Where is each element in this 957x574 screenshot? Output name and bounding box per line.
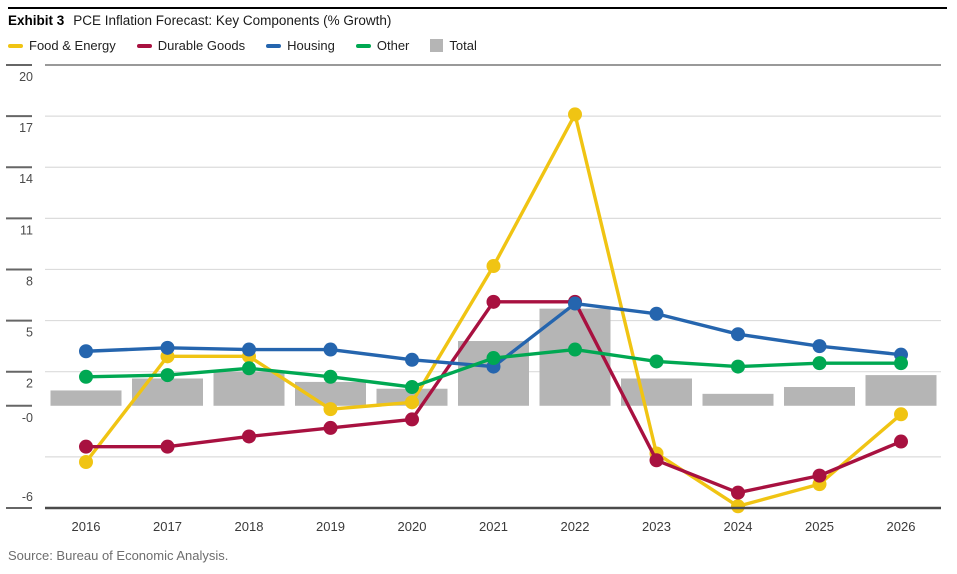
legend-label: Other xyxy=(376,38,410,53)
total-bar-2022 xyxy=(539,308,611,406)
chart-legend: Food & Energy Durable Goods Housing Other To… xyxy=(8,38,477,53)
data-point-housing-2019 xyxy=(323,342,338,357)
data-point-food-energy-2021 xyxy=(486,259,501,274)
top-rule xyxy=(8,7,947,9)
legend-item-total: Total xyxy=(430,38,477,53)
data-point-durable-goods-2019 xyxy=(323,420,338,435)
data-point-other-2019 xyxy=(323,369,338,384)
data-point-housing-2016 xyxy=(79,344,93,359)
x-axis-label-2022: 2022 xyxy=(561,519,590,534)
y-axis-label: 5 xyxy=(26,326,33,340)
data-point-other-2024 xyxy=(731,359,745,374)
data-point-housing-2017 xyxy=(160,340,175,355)
x-axis-label-2016: 2016 xyxy=(72,519,101,534)
y-axis-label: 8 xyxy=(26,274,33,288)
total-bar-2019 xyxy=(295,381,366,406)
data-point-food-energy-2016 xyxy=(79,454,93,469)
total-bar-2017 xyxy=(132,378,203,406)
data-point-food-energy-2019 xyxy=(323,402,338,417)
data-point-housing-2023 xyxy=(649,306,664,321)
data-point-durable-goods-2026 xyxy=(894,434,908,449)
data-point-food-energy-2024 xyxy=(731,499,745,514)
data-point-durable-goods-2024 xyxy=(731,485,745,500)
y-axis-label: 2 xyxy=(26,377,33,391)
data-point-other-2016 xyxy=(79,369,93,384)
data-point-other-2017 xyxy=(160,368,175,383)
data-point-other-2020 xyxy=(405,380,419,395)
legend-item-food-energy: Food & Energy xyxy=(8,38,116,53)
y-axis-label: 17 xyxy=(19,121,33,135)
x-axis-label-2017: 2017 xyxy=(153,519,182,534)
y-axis-label: 20 xyxy=(19,70,33,84)
exhibit-label: Exhibit 3 xyxy=(8,13,65,28)
data-point-food-energy-2020 xyxy=(405,395,419,410)
series-line-food-energy xyxy=(84,112,903,508)
x-axis-label-2025: 2025 xyxy=(805,519,834,534)
total-bar-2016 xyxy=(50,390,122,406)
data-point-housing-2024 xyxy=(731,327,745,342)
legend-label: Total xyxy=(449,38,477,53)
chart-header: Exhibit 3 PCE Inflation Forecast: Key Com… xyxy=(8,13,391,28)
total-bar-2018 xyxy=(213,371,285,406)
data-point-housing-2025 xyxy=(812,339,827,354)
legend-item-other: Other xyxy=(355,38,410,53)
data-point-food-energy-2022 xyxy=(568,107,582,122)
data-point-durable-goods-2020 xyxy=(405,412,419,427)
y-axis-label: -6 xyxy=(22,490,33,504)
data-point-other-2026 xyxy=(894,356,908,371)
y-axis-label: 11 xyxy=(20,223,33,237)
legend-line-swatch xyxy=(8,43,23,48)
legend-line-swatch xyxy=(136,43,152,48)
data-point-housing-2020 xyxy=(405,352,419,367)
legend-square-swatch xyxy=(430,39,444,52)
legend-item-housing: Housing xyxy=(266,38,335,53)
data-point-durable-goods-2021 xyxy=(486,294,501,309)
total-bar-2024 xyxy=(702,393,774,406)
data-point-housing-2018 xyxy=(242,342,256,357)
data-point-other-2021 xyxy=(486,351,501,366)
legend-line-swatch xyxy=(355,43,371,48)
legend-item-durable-goods: Durable Goods xyxy=(136,38,246,53)
data-point-food-energy-2026 xyxy=(894,407,908,422)
x-axis-label-2021: 2021 xyxy=(479,519,508,534)
y-axis-label: -0 xyxy=(22,411,33,425)
data-point-other-2025 xyxy=(812,356,827,371)
x-axis-label-2026: 2026 xyxy=(887,519,916,534)
data-point-other-2018 xyxy=(242,361,256,376)
legend-line-swatch xyxy=(266,43,282,48)
x-axis-label-2019: 2019 xyxy=(316,519,345,534)
x-axis-label-2023: 2023 xyxy=(642,519,671,534)
data-point-durable-goods-2016 xyxy=(79,439,93,454)
data-point-durable-goods-2018 xyxy=(242,429,256,444)
data-point-durable-goods-2023 xyxy=(649,453,664,468)
data-point-durable-goods-2025 xyxy=(812,468,827,483)
total-bar-2025 xyxy=(784,387,855,406)
data-point-other-2022 xyxy=(568,342,582,357)
total-bar-2026 xyxy=(865,375,937,406)
source-note: Source: Bureau of Economic Analysis. xyxy=(8,548,229,563)
legend-label: Housing xyxy=(287,38,335,53)
x-axis-label-2018: 2018 xyxy=(235,519,264,534)
chart-title: PCE Inflation Forecast: Key Components (… xyxy=(73,13,392,28)
data-point-durable-goods-2017 xyxy=(160,439,175,454)
total-bar-2023 xyxy=(621,378,692,406)
x-axis-label-2020: 2020 xyxy=(398,519,427,534)
data-point-housing-2022 xyxy=(568,296,582,311)
data-point-other-2023 xyxy=(649,354,664,369)
y-axis-label: 14 xyxy=(19,172,33,186)
legend-label: Food & Energy xyxy=(29,38,116,53)
x-axis-label-2024: 2024 xyxy=(724,519,753,534)
legend-label: Durable Goods xyxy=(157,38,246,53)
